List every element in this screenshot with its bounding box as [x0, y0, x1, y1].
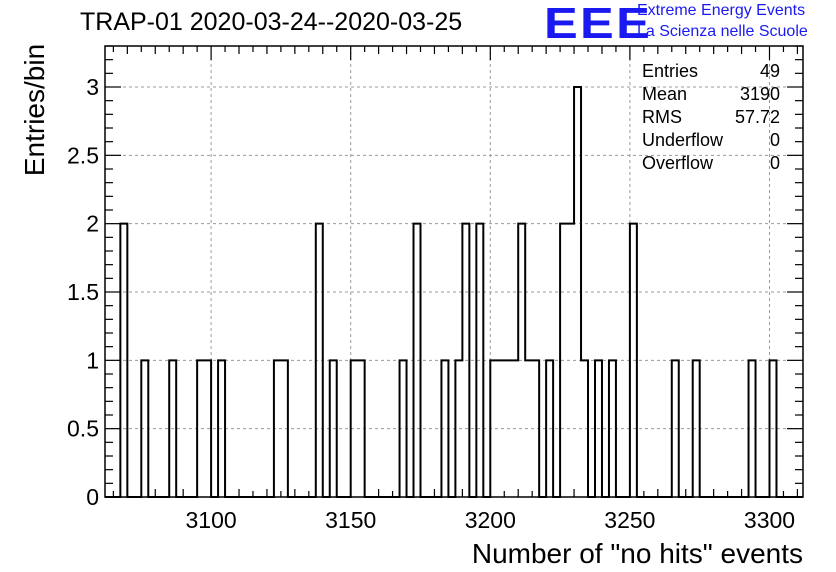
- stats-value: 0: [769, 153, 780, 173]
- stats-value: 57.72: [734, 107, 780, 127]
- stats-label: RMS: [642, 107, 682, 127]
- stats-box: Entries 49 Mean 3190 RMS 57.72 Underflow…: [642, 60, 780, 175]
- y-tick-label: 0: [86, 484, 99, 510]
- x-tick-label: 3150: [325, 507, 376, 533]
- histogram-outline: [105, 86, 803, 498]
- plot-frame: [104, 45, 804, 498]
- logo-subtitle-line1: Extreme Energy Events: [637, 2, 806, 19]
- stats-value: 49: [759, 61, 780, 81]
- eee-logo: EEE: [544, 0, 653, 48]
- y-tick-label: 1.5: [67, 279, 99, 305]
- axis-tick-labels: 3100 3150 3200 3250 3300 0 0.5 1 1.5 2 2.5 3: [67, 74, 795, 533]
- x-axis-label: Number of "no hits" events: [471, 538, 803, 569]
- x-tick-label: 3200: [465, 507, 516, 533]
- axis-ticks: [105, 45, 803, 498]
- stats-value: 0: [769, 130, 780, 150]
- x-tick-label: 3300: [744, 507, 795, 533]
- y-tick-label: 0.5: [67, 416, 99, 442]
- y-tick-label: 2.5: [67, 142, 99, 168]
- x-tick-label: 3250: [604, 507, 655, 533]
- y-axis-label: Entries/bin: [19, 43, 50, 177]
- stats-value: 3190: [739, 84, 780, 104]
- stats-row-overflow: Overflow 0: [642, 152, 780, 175]
- y-tick-label: 2: [86, 211, 99, 237]
- stats-row-rms: RMS 57.72: [642, 106, 780, 129]
- chart-title: TRAP-01 2020-03-24--2020-03-25: [80, 8, 463, 36]
- y-tick-label: 3: [86, 74, 99, 100]
- stats-label: Mean: [642, 84, 688, 104]
- stats-row-mean: Mean 3190: [642, 83, 780, 106]
- x-tick-label: 3100: [186, 507, 237, 533]
- logo-subtitle-line2: La Scienza nelle Scuole: [637, 23, 808, 40]
- stats-label: Overflow: [642, 153, 714, 173]
- stats-row-underflow: Underflow 0: [642, 129, 780, 152]
- y-tick-label: 1: [86, 347, 99, 373]
- stats-label: Underflow: [642, 130, 724, 150]
- stats-label: Entries: [642, 61, 699, 81]
- stats-row-entries: Entries 49: [642, 60, 780, 83]
